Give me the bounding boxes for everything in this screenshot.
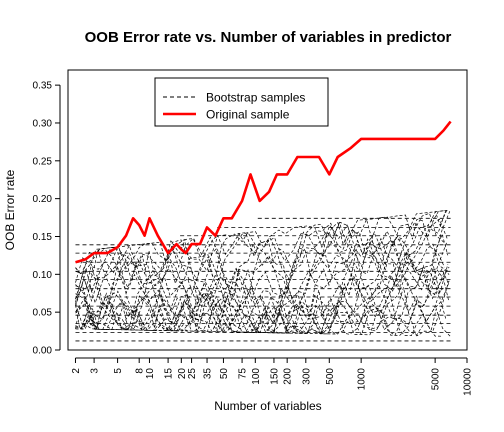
bootstrap-curve (75, 254, 450, 333)
y-tick-label: 0.10 (33, 270, 53, 281)
y-tick-label: 0.20 (33, 194, 53, 205)
plot-frame (67, 69, 468, 351)
x-tick-label: 100 (251, 368, 262, 385)
x-tick-label: 1000 (357, 368, 368, 391)
x-tick-label: 500 (325, 368, 336, 385)
x-tick-label: 200 (283, 368, 294, 385)
x-tick-label: 5000 (431, 368, 442, 391)
legend-label: Bootstrap samples (206, 91, 305, 105)
x-tick-label: 2 (71, 368, 82, 374)
x-tick-label: 25 (187, 368, 198, 380)
y-tick-label: 0.15 (33, 232, 53, 243)
x-axis-label: Number of variables (214, 399, 321, 413)
bootstrap-curve (75, 232, 450, 337)
legend-box (154, 77, 329, 127)
y-tick-label: 0.05 (33, 308, 53, 319)
y-tick-label: 0.00 (33, 346, 53, 357)
y-tick-label: 0.30 (33, 118, 53, 129)
bootstrap-curve (75, 221, 445, 331)
bootstrap-curve (75, 253, 447, 335)
x-tick-label: 50 (219, 368, 230, 380)
bootstrap-curve (75, 241, 448, 336)
x-tick-label: 10 (145, 368, 156, 380)
x-tick-label: 8 (135, 368, 146, 374)
bootstrap-curve (75, 209, 449, 332)
x-tick-label: 5 (113, 368, 124, 374)
legend: Bootstrap samples Original sample (154, 77, 329, 127)
original-series (75, 120, 452, 264)
bootstrap-curve (75, 268, 450, 336)
bootstrap-curve (75, 214, 445, 330)
bootstrap-curve (75, 210, 447, 334)
y-axis-label: OOB Error rate (3, 169, 17, 250)
bootstrap-curve (75, 210, 448, 335)
legend-label: Original sample (206, 108, 290, 122)
bootstrap-curve (75, 231, 451, 337)
x-tick-label: 300 (301, 368, 312, 385)
y-axis: 0.00 0.05 0.10 0.15 0.20 0.25 0.30 0.35 (33, 81, 61, 357)
bootstrap-curve (75, 245, 443, 337)
bootstrap-series (75, 209, 451, 342)
bootstrap-curve (75, 233, 449, 334)
original-sample-line (75, 120, 452, 264)
x-axis: 2 3 5 8 10 15 20 25 35 50 75 100 150 200 300 500 1000 500… (71, 357, 474, 396)
bootstrap-curve (75, 210, 444, 331)
x-tick-label: 150 (269, 368, 280, 385)
x-tick-label: 35 (203, 368, 214, 380)
x-tick-label: 3 (90, 368, 101, 374)
y-tick-label: 0.25 (33, 156, 53, 167)
y-tick-label: 0.35 (33, 81, 53, 92)
chart-title: OOB Error rate vs. Number of variables i… (85, 29, 452, 46)
x-tick-label: 10000 (463, 368, 474, 396)
x-tick-label: 15 (164, 368, 175, 380)
x-tick-label: 20 (177, 368, 188, 380)
x-tick-label: 75 (238, 368, 249, 380)
